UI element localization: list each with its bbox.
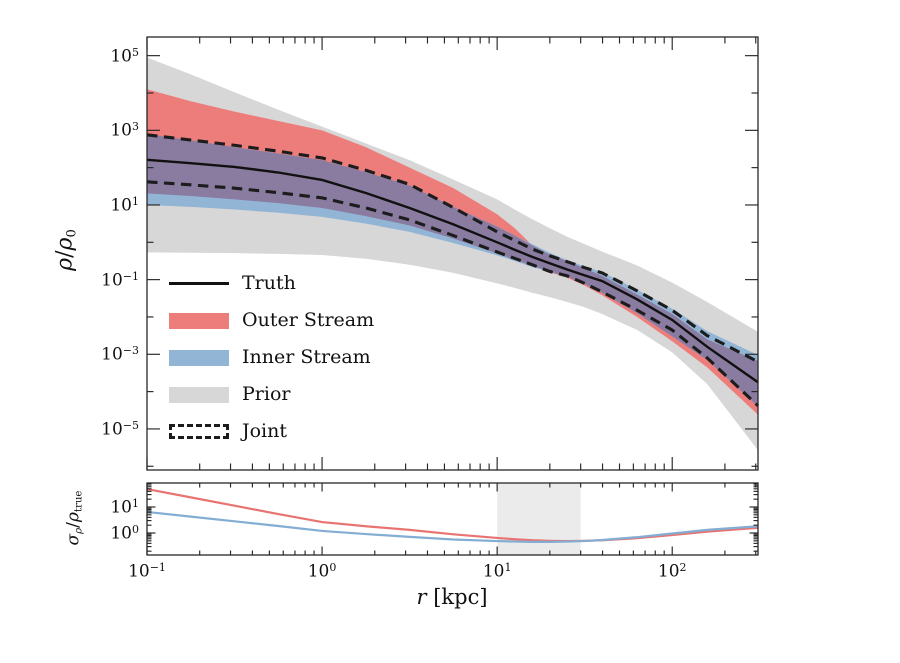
truth-line [146, 158, 759, 384]
legend-item-joint: Joint [169, 413, 374, 450]
sigma-inner-line [146, 510, 759, 543]
x-tick-label: 102 [657, 561, 687, 582]
y-axis-label-sigma: σρ/ρtrue [63, 490, 85, 546]
x-tick-label: 100 [307, 561, 337, 582]
y-tick-label-sigma: 101 [110, 496, 139, 518]
overlap-band [147, 134, 758, 407]
legend: Truth Outer Stream Inner Stream Prior Jo… [169, 265, 374, 450]
y-tick-label-main: 101 [110, 194, 139, 216]
x-tick-label: 10−1 [128, 561, 166, 582]
joint-lower-line [146, 180, 760, 407]
sigma-panel [146, 482, 759, 556]
main-panel [146, 36, 760, 471]
main-axes-frame [146, 36, 759, 471]
joint-upper-line [146, 133, 759, 364]
joint-dashed-swatch [169, 424, 229, 439]
y-tick-label-main: 10−1 [101, 269, 139, 290]
y-axis-label-main: ρ/ρ0 [52, 229, 80, 271]
legend-label-prior: Prior [242, 383, 291, 405]
y-tick-label-main: 103 [110, 120, 139, 141]
legend-label-inner-stream: Inner Stream [242, 346, 371, 368]
legend-item-inner-stream: Inner Stream [169, 339, 374, 376]
outer-stream-swatch [169, 312, 229, 329]
x-tick-label: 101 [482, 561, 512, 582]
y-tick-label-sigma: 100 [110, 522, 139, 544]
prior-swatch [169, 386, 229, 403]
legend-item-truth: Truth [169, 265, 374, 302]
y-tick-label-main: 10−5 [101, 418, 139, 440]
x-axis-label: r [kpc] [416, 585, 488, 609]
legend-item-prior: Prior [169, 376, 374, 413]
fit-region-span [497, 483, 581, 555]
legend-item-outer-stream: Outer Stream [169, 302, 374, 339]
legend-label-outer-stream: Outer Stream [242, 309, 375, 331]
legend-label-joint: Joint [242, 420, 288, 442]
legend-label-truth: Truth [242, 272, 296, 294]
y-tick-label-main: 10−3 [101, 344, 139, 365]
inner-stream-swatch [169, 349, 229, 366]
sigma-axes-frame [146, 482, 759, 556]
truth-line-swatch [169, 281, 229, 286]
y-tick-label-main: 105 [110, 45, 139, 66]
